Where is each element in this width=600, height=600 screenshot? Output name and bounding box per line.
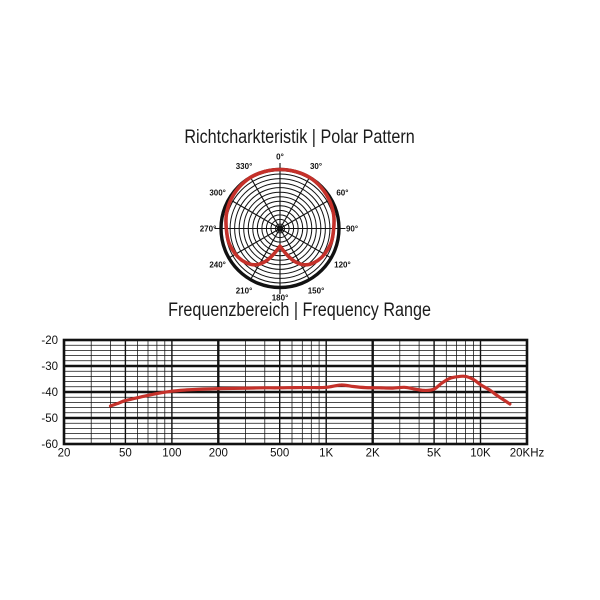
svg-text:270°: 270° [200,224,217,233]
polar-angle-labels: 0° 30° 60° 90° 120° 150° 180° 210° 240° 270° 300° 3… [200,152,358,302]
svg-text:120°: 120° [334,260,351,269]
svg-text:-60: -60 [41,439,58,451]
svg-text:210°: 210° [236,287,253,296]
svg-text:200: 200 [209,448,228,460]
svg-text:5K: 5K [427,448,441,460]
svg-text:-30: -30 [41,361,58,373]
svg-text:20: 20 [58,448,71,460]
svg-text:30°: 30° [310,162,322,171]
polar-center-dot [276,225,284,232]
freq-x-axis-labels: 20 50 100 200 500 1K 2K 5K 10K 20KHz [58,448,545,460]
frequency-range-title-text: Frequenzbereich | Frequency Range [168,300,432,321]
svg-text:180°: 180° [272,293,289,302]
svg-text:-50: -50 [41,413,58,425]
polar-grid [214,163,346,294]
svg-text:-40: -40 [41,387,58,399]
frequency-response-chart: 20 50 100 200 500 1K 2K 5K 10K 20KHz-20-30-40-50-… [41,335,545,460]
polar-pattern-curve [224,167,336,267]
svg-text:2K: 2K [366,448,380,460]
frequency-range-title: Frequenzbereich | Frequency Range [0,301,600,321]
svg-text:0°: 0° [276,152,284,161]
svg-text:20KHz: 20KHz [510,448,545,460]
svg-text:240°: 240° [209,260,226,269]
polar-pattern-title-text: Richtcharkteristik | Polar Pattern [184,127,416,148]
freq-y-axis-labels: -20 -30 -40 -50 -60 [41,335,58,451]
svg-text:90°: 90° [346,224,358,233]
svg-text:-20: -20 [41,335,58,347]
svg-text:150°: 150° [308,287,325,296]
svg-text:330°: 330° [236,162,253,171]
polar-pattern-title: Richtcharkteristik | Polar Pattern [0,128,600,148]
svg-text:10K: 10K [470,448,491,460]
frequency-response-curve [108,374,512,408]
svg-text:500: 500 [270,448,289,460]
svg-text:100: 100 [162,448,181,460]
svg-text:50: 50 [119,448,132,460]
polar-pattern-chart: 0° 30° 60° 90° 120° 150° 180° 210° 240° 270° 300° 3… [200,152,358,302]
svg-text:300°: 300° [209,188,226,197]
svg-text:60°: 60° [336,188,348,197]
freq-grid [62,338,529,446]
svg-text:1K: 1K [319,448,333,460]
